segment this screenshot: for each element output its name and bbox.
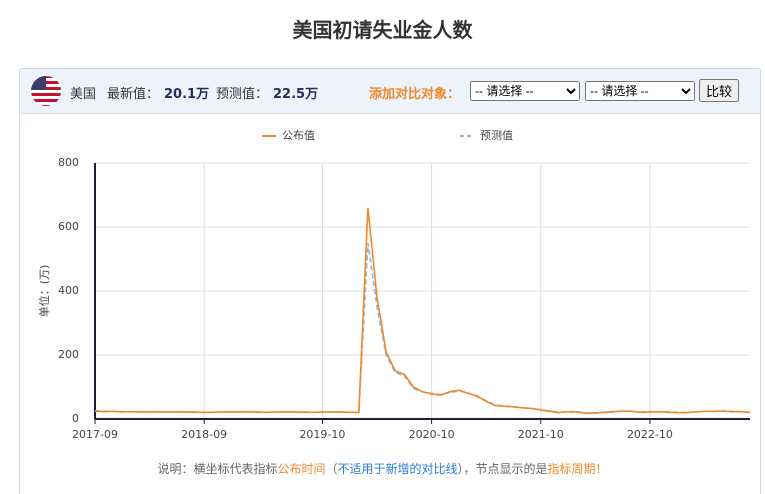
y-tick-label: 600: [58, 220, 79, 233]
compare-label: 添加对比对象：: [369, 87, 461, 102]
note: ），节点显示的是: [457, 462, 548, 476]
x-tick-label: 2017-09: [72, 428, 118, 441]
x-tick-label: 2020-10: [409, 428, 455, 441]
x-tick-label: 2019-10: [299, 428, 345, 441]
latest-label: 最新值：: [107, 87, 160, 102]
page-title: 美国初请失业金人数: [292, 18, 473, 42]
flag: [31, 76, 61, 106]
legend-label: 公布值: [282, 129, 315, 142]
select[interactable]: -- 请选择 --: [470, 81, 580, 101]
x-tick-label: 2018-09: [181, 428, 227, 441]
series-line: [94, 242, 751, 414]
footnote: 说明：横坐标代表指标公布时间（不适用于新增的对比线），节点显示的是指标周期！: [0, 460, 765, 477]
x-tick-label: 2021-10: [518, 428, 564, 441]
series-line: [94, 207, 751, 415]
note: 不适用于新增的对比线: [337, 462, 458, 476]
compare-button[interactable]: 比较: [699, 79, 739, 102]
note: 指标周期！: [547, 462, 608, 476]
forecast-value: 22.5万: [273, 87, 319, 102]
legend-label: 预测值: [480, 129, 513, 142]
y-axis-label: 单位：(万): [37, 265, 51, 318]
y-tick-label: 400: [58, 284, 79, 297]
note: （: [325, 462, 338, 476]
y-tick-label: 0: [72, 412, 79, 425]
country: 美国: [70, 87, 97, 102]
y-tick-label: 200: [58, 348, 79, 361]
note: 说明：横坐标代表指标: [157, 462, 278, 476]
note: 公布时间: [277, 462, 326, 476]
latest-value: 20.1万: [164, 87, 210, 102]
info-bar: 美国 最新值： 20.1万 预测值： 22.5万 添加对比对象： -- 请选择 …: [20, 69, 760, 114]
panel: [19, 68, 761, 494]
forecast-label: 预测值：: [216, 87, 269, 102]
x-tick-label: 2022-10: [627, 428, 673, 441]
y-tick-label: 800: [58, 156, 79, 169]
select[interactable]: -- 请选择 --: [585, 81, 695, 101]
